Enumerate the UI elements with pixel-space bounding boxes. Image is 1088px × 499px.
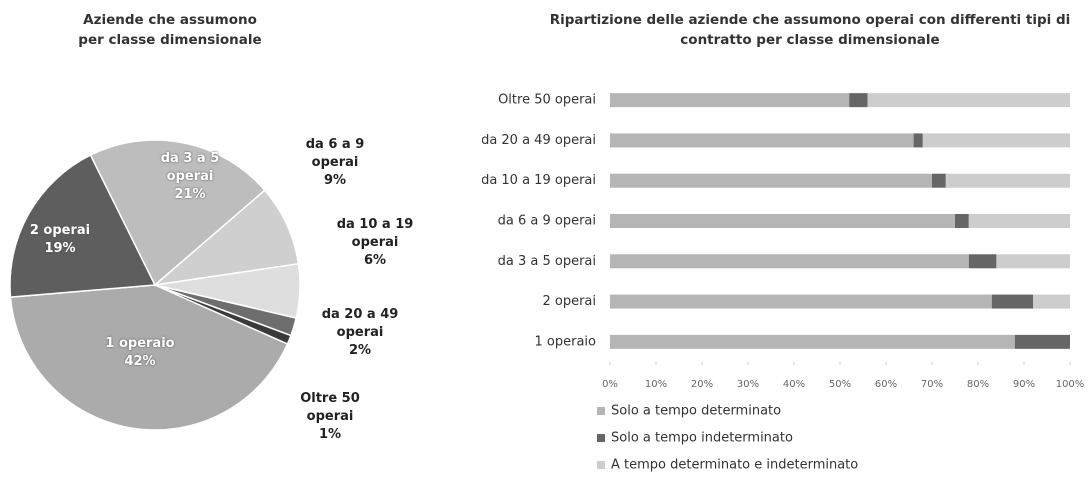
legend-label: A tempo determinato e indeterminato — [611, 458, 858, 473]
pie-label-name: Oltre 50 operai — [300, 391, 360, 424]
x-tick-label: 10% — [645, 379, 667, 390]
bar-segment — [1014, 334, 1070, 349]
legend-swatch — [597, 407, 605, 415]
x-tick-label: 20% — [691, 379, 713, 390]
pie-slice — [9, 284, 289, 431]
pie-slice — [9, 154, 157, 298]
bar-segment — [610, 133, 914, 148]
pie-label-name: da 10 a 19 operai — [336, 217, 414, 250]
y-tick-label: da 10 a 19 operai — [481, 173, 596, 188]
x-tick-label: 80% — [967, 379, 989, 390]
pie-label-value: 21% — [174, 187, 206, 202]
pie-slice — [89, 139, 266, 287]
pie-label-value: 19% — [44, 241, 76, 256]
x-tick-label: 50% — [829, 379, 851, 390]
y-tick-label: 2 operai — [542, 294, 596, 309]
bar-segment — [849, 93, 868, 108]
pie-label-value: 42% — [124, 354, 156, 369]
pie-label-name: da 6 a 9 operai — [305, 137, 365, 170]
bar-segment — [867, 93, 1070, 108]
bar-segment — [991, 294, 1034, 309]
bar-segment — [610, 294, 992, 309]
bar-segment — [955, 214, 969, 228]
x-tick-label: 90% — [1013, 379, 1035, 390]
pie-label-name: 2 operai — [29, 223, 91, 238]
bar-segment — [945, 173, 1070, 188]
bar-segment — [610, 173, 932, 188]
legend-swatch — [597, 461, 605, 469]
pie-label: Oltre 50 operai 1% — [300, 390, 360, 444]
legend-label: Solo a tempo indeterminato — [611, 431, 793, 446]
bar-segment — [932, 173, 946, 188]
pie-slice — [152, 189, 300, 287]
y-tick-label: da 20 a 49 operai — [481, 133, 596, 148]
x-tick-label: 100% — [1056, 379, 1085, 390]
bar-segment — [922, 133, 1070, 148]
x-tick-label: 30% — [737, 379, 759, 390]
bar-segment — [968, 214, 1070, 228]
pie-label: 2 operai 19% — [20, 222, 100, 258]
x-tick-label: 70% — [921, 379, 943, 390]
bar-segment — [610, 214, 955, 228]
bar-segment — [968, 254, 997, 269]
bar-segment — [996, 254, 1070, 269]
bar-segment — [610, 93, 850, 108]
y-tick-label: Oltre 50 operai — [498, 93, 596, 108]
x-tick-label: 60% — [875, 379, 897, 390]
pie-label: da 3 a 5 operai 21% — [155, 150, 225, 204]
pie-slice — [154, 284, 292, 345]
legend-label: Solo a tempo determinato — [611, 404, 781, 419]
pie-label-value: 6% — [363, 253, 387, 268]
pie-label: 1 operaio 42% — [95, 335, 185, 371]
bar-title: Ripartizione delle aziende che assumono … — [549, 12, 1071, 48]
y-tick-label: da 3 a 5 operai — [498, 254, 596, 269]
bar-segment — [1033, 294, 1070, 309]
pie-label-name: da 3 a 5 operai — [160, 151, 220, 184]
pie-label-name: 1 operaio — [105, 336, 175, 351]
bar-segment — [610, 334, 1015, 349]
bar-segment — [610, 254, 969, 269]
x-tick-label: 0% — [602, 379, 618, 390]
pie-title: Aziende che assumono per classe dimensio… — [78, 12, 262, 48]
pie-label-value: 1% — [318, 427, 342, 442]
pie-label: da 10 a 19 operai 6% — [335, 216, 415, 270]
pie-label-name: da 20 a 49 operai — [321, 307, 399, 340]
pie-label: da 20 a 49 operai 2% — [320, 306, 400, 360]
y-tick-label: da 6 a 9 operai — [498, 214, 596, 229]
pie-label-value: 9% — [323, 173, 347, 188]
x-tick-label: 40% — [783, 379, 805, 390]
pie-label: da 6 a 9 operai 9% — [305, 136, 365, 190]
legend-swatch — [597, 434, 605, 442]
pie-label-value: 2% — [348, 343, 372, 358]
bar-segment — [913, 133, 923, 148]
y-tick-label: 1 operaio — [535, 334, 597, 349]
